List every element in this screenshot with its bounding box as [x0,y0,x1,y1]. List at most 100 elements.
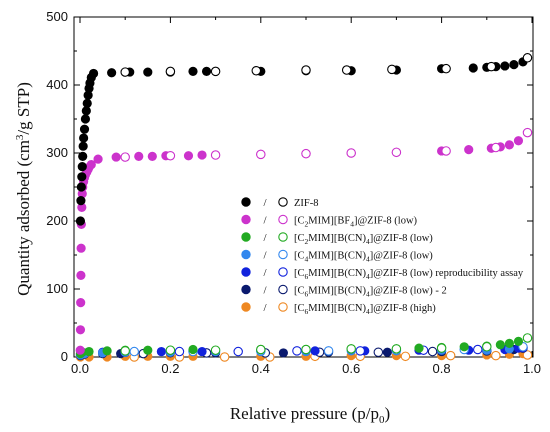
y-tick-label: 0 [61,349,68,364]
desorption-point [301,65,311,75]
legend-marker-filled [241,249,251,260]
y-tick-label: 500 [46,9,68,24]
adsorption-point [504,338,514,348]
legend-label-part: ZIF-8 [294,198,319,209]
y-tick-label: 300 [46,145,68,160]
adsorption-point [75,325,86,335]
desorption-point [233,346,243,357]
adsorption-point [76,182,86,192]
legend-label-part: [C [294,233,305,244]
legend-marker-filled [241,302,251,312]
adsorption-point [197,150,207,160]
adsorption-point [76,243,86,253]
legend-label-part: MIM][BF [308,216,350,227]
legend-entry: / [C6MIM][B(CN)4]@ZIF-8 (low) - 2 [241,284,447,299]
desorption-point [341,65,352,75]
adsorption-point [500,61,510,71]
desorption-point [522,53,533,63]
x-tick-label: 0.6 [342,361,360,376]
desorption-point [346,148,356,158]
adsorption-point [76,297,86,308]
desorption-point [256,149,266,160]
adsorption-point [84,346,94,357]
legend-label-part: 2 [305,220,309,229]
desorption-point [522,127,533,138]
adsorption-point [188,66,198,77]
legend-marker-filled [241,284,251,295]
desorption-point [120,67,130,77]
adsorption-point [88,68,99,79]
legend-label: [C2MIM][B(CN)4]@ZIF-8 (low) [294,233,433,246]
y-tick-label: 400 [46,77,68,92]
adsorption-point [82,98,92,108]
adsorption-point [78,141,88,151]
desorption-point [482,342,492,352]
legend-slash: / [263,232,267,244]
adsorption-point [93,154,103,164]
legend-label-part: MIM][B(CN) [308,303,366,314]
desorption-point [391,147,402,158]
adsorption-point [414,343,424,353]
legend-label: ZIF-8 [294,198,319,209]
adsorption-point [76,270,86,280]
desorption-point [210,66,221,77]
adsorption-point [143,67,153,77]
legend-marker-open [278,249,288,260]
legend-label-part: [C [294,268,305,279]
adsorption-point [77,172,87,182]
legend-marker-filled [241,267,251,277]
desorption-point [219,352,230,362]
legend-label-part: [C [294,303,305,314]
legend-entry: / [C2MIM][B(CN)4]@ZIF-8 (low) [241,232,433,246]
series-2 [75,333,533,359]
adsorption-point [79,133,89,143]
adsorption-point [188,344,198,355]
x-tick-label: 0.8 [433,361,451,376]
x-axis-title: Relative pressure (p/p0) [230,404,390,426]
desorption-point [120,152,130,162]
x-tick-label: 0.2 [161,361,179,376]
adsorption-point [459,342,469,352]
adsorption-point [143,345,153,355]
adsorption-point [310,346,320,356]
desorption-point [436,343,447,353]
desorption-point [120,346,130,356]
legend-label-part: ]@ZIF-8 (low) [370,251,434,262]
legend-slash: / [263,302,267,314]
legend-slash: / [263,215,267,227]
tick-labels: 0.0 0.2 0.4 0.6 0.8 1.0 0 100 200 300 400 500 [46,9,541,376]
adsorption-point [201,66,212,77]
legend-label-part: MIM][B(CN) [308,268,366,279]
adsorption-point [197,346,207,357]
legend-label: [C6MIM][B(CN)4]@ZIF-8 (low) reproducibil… [294,268,524,281]
desorption-point [441,146,451,156]
adsorption-point [513,336,524,346]
desorption-point [473,344,483,355]
desorption-point [355,346,365,356]
legend-label-part: 4 [350,220,354,229]
desorption-point [210,345,221,355]
adsorption-point [509,59,519,70]
desorption-point [427,346,438,357]
legend-slash: / [263,267,267,279]
x-tick-label: 1.0 [523,361,541,376]
legend-marker-open [278,232,288,242]
legend-label-part: ]@ZIF-8 (low) - 2 [370,286,447,297]
adsorption-point [79,124,90,134]
legend-marker-filled [241,232,251,242]
legend-label-part: MIM][B(CN) [308,286,366,297]
desorption-point [251,65,262,76]
adsorption-point [76,196,86,206]
adsorption-point [86,159,96,170]
legend-label-part: MIM][B(CN) [308,233,366,244]
adsorption-point [75,216,86,226]
adsorption-point [147,151,157,161]
adsorption-point [78,151,88,161]
legend-label-part: 2 [305,237,309,246]
legend-label-part: 4 [305,255,309,264]
adsorption-point [513,136,524,146]
desorption-point [165,150,176,161]
desorption-point [292,346,302,356]
legend-marker-filled [241,214,251,225]
desorption-point [387,64,397,75]
